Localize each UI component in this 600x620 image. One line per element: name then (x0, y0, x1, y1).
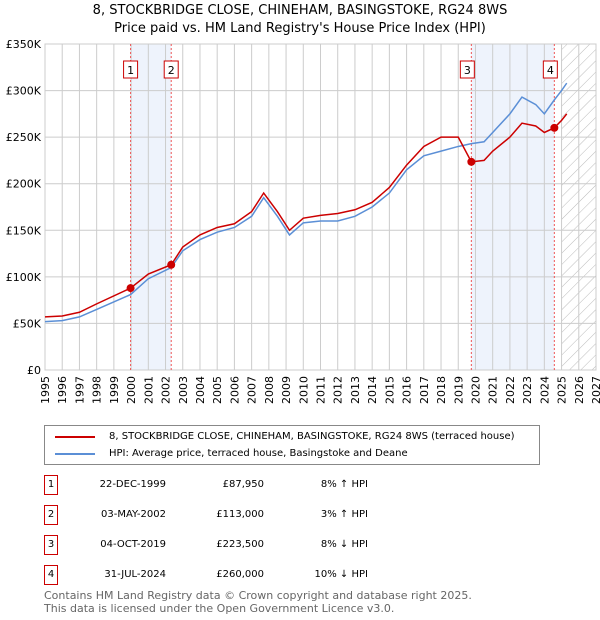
chart-subtitle: Price paid vs. HM Land Registry's House … (114, 21, 486, 36)
footer-line-1: Contains HM Land Registry data © Crown c… (44, 589, 472, 602)
sale-row: 2 03-MAY-2002 £113,000 3% ↑ HPI (44, 505, 444, 525)
x-tick-label: 2006 (228, 376, 241, 404)
sale-label-box (459, 60, 475, 79)
x-tick-label: 2000 (125, 376, 138, 404)
x-tick-label: 2019 (452, 376, 465, 404)
x-tick-label: 2024 (538, 376, 551, 404)
x-tick-label: 2002 (160, 376, 173, 404)
x-tick-label: 2003 (177, 376, 190, 404)
sale-row: 1 22-DEC-1999 £87,950 8% ↑ HPI (44, 475, 444, 495)
x-tick-label: 2015 (383, 376, 396, 404)
legend: 8, STOCKBRIDGE CLOSE, CHINEHAM, BASINGST… (44, 425, 540, 465)
sale-point (126, 284, 135, 293)
sale-label-box (123, 60, 139, 79)
shaded-span (471, 44, 555, 370)
sale-row: 4 31-JUL-2024 £260,000 10% ↓ HPI (44, 565, 444, 585)
sale-point (467, 157, 476, 166)
sale-label-3: 3 (464, 64, 471, 77)
sale-number: 2 (44, 505, 58, 525)
x-tick-label: 2025 (556, 376, 569, 404)
sale-price: £260,000 (216, 569, 264, 580)
x-tick-label: 2022 (504, 376, 517, 404)
legend-label-property: 8, STOCKBRIDGE CLOSE, CHINEHAM, BASINGST… (109, 431, 515, 442)
x-tick-label: 2017 (418, 376, 431, 404)
x-tick-label: 2023 (521, 376, 534, 404)
sale-point (550, 123, 559, 132)
x-tick-label: 2021 (487, 376, 500, 404)
x-tick-label: 2027 (590, 376, 600, 404)
x-tick-label: 1997 (73, 376, 86, 404)
y-tick-label: £50K (13, 317, 42, 330)
sale-hpi-diff: 10% ↓ HPI (314, 569, 368, 580)
y-tick-label: £0 (27, 364, 41, 377)
x-tick-label: 2026 (573, 376, 586, 404)
footer-line-2: This data is licensed under the Open Gov… (44, 602, 395, 615)
sale-label-2: 2 (168, 64, 175, 77)
hpi-line (44, 82, 568, 323)
sale-price: £87,950 (222, 479, 264, 490)
sale-hpi-diff: 8% ↑ HPI (320, 479, 368, 490)
sale-price: £113,000 (216, 509, 264, 520)
sale-point (167, 260, 176, 269)
x-tick-label: 2012 (332, 376, 345, 404)
x-tick-label: 2014 (366, 376, 379, 404)
sale-price: £223,500 (216, 539, 264, 550)
plot-border (44, 43, 597, 371)
sale-label-box (542, 60, 558, 79)
shaded-span (130, 44, 172, 370)
x-tick-label: 2009 (280, 376, 293, 404)
legend-swatch-hpi (55, 452, 95, 455)
legend-swatch-property (55, 435, 95, 438)
sale-number: 3 (44, 535, 58, 555)
sale-label-box (163, 60, 179, 79)
x-tick-label: 2010 (297, 376, 310, 404)
x-tick-label: 2013 (349, 376, 362, 404)
x-tick-label: 2011 (315, 376, 328, 404)
y-tick-label: £250K (6, 131, 42, 144)
sale-date: 31-JUL-2024 (104, 569, 166, 580)
x-tick-label: 2018 (435, 376, 448, 404)
x-tick-label: 2004 (194, 376, 207, 404)
sale-label-1: 1 (127, 64, 134, 77)
x-tick-label: 2007 (246, 376, 259, 404)
footer: Contains HM Land Registry data © Crown c… (44, 589, 472, 615)
x-tick-label: 1995 (39, 376, 52, 404)
x-tick-label: 2016 (401, 376, 414, 404)
sale-number: 1 (44, 475, 58, 495)
x-tick-label: 2008 (263, 376, 276, 404)
sale-date: 04-OCT-2019 (100, 539, 166, 550)
x-tick-label: 1998 (91, 376, 104, 404)
sale-row: 3 04-OCT-2019 £223,500 8% ↓ HPI (44, 535, 444, 555)
sale-number: 4 (44, 565, 58, 585)
y-tick-label: £100K (6, 271, 42, 284)
y-tick-label: £350K (6, 38, 42, 51)
sale-hpi-diff: 8% ↓ HPI (320, 539, 368, 550)
sale-hpi-diff: 3% ↑ HPI (320, 509, 368, 520)
y-tick-label: £300K (6, 85, 42, 98)
property-price-line (44, 113, 568, 318)
sale-label-4: 4 (547, 64, 554, 77)
y-tick-label: £150K (6, 224, 42, 237)
sale-date: 22-DEC-1999 (99, 479, 166, 490)
x-tick-label: 2005 (211, 376, 224, 404)
plot-area: 1995 1996 1997 1998 1999 2000 2001 2002 2003 2004… (6, 38, 600, 404)
x-tick-label: 2020 (469, 376, 482, 404)
x-tick-label: 1996 (56, 376, 69, 404)
chart-title: 8, STOCKBRIDGE CLOSE, CHINEHAM, BASINGST… (92, 3, 508, 18)
y-tick-label: £200K (6, 178, 42, 191)
legend-label-hpi: HPI: Average price, terraced house, Basi… (109, 448, 408, 459)
x-tick-label: 1999 (108, 376, 121, 404)
x-tick-label: 2001 (142, 376, 155, 404)
sale-date: 03-MAY-2002 (100, 509, 166, 520)
